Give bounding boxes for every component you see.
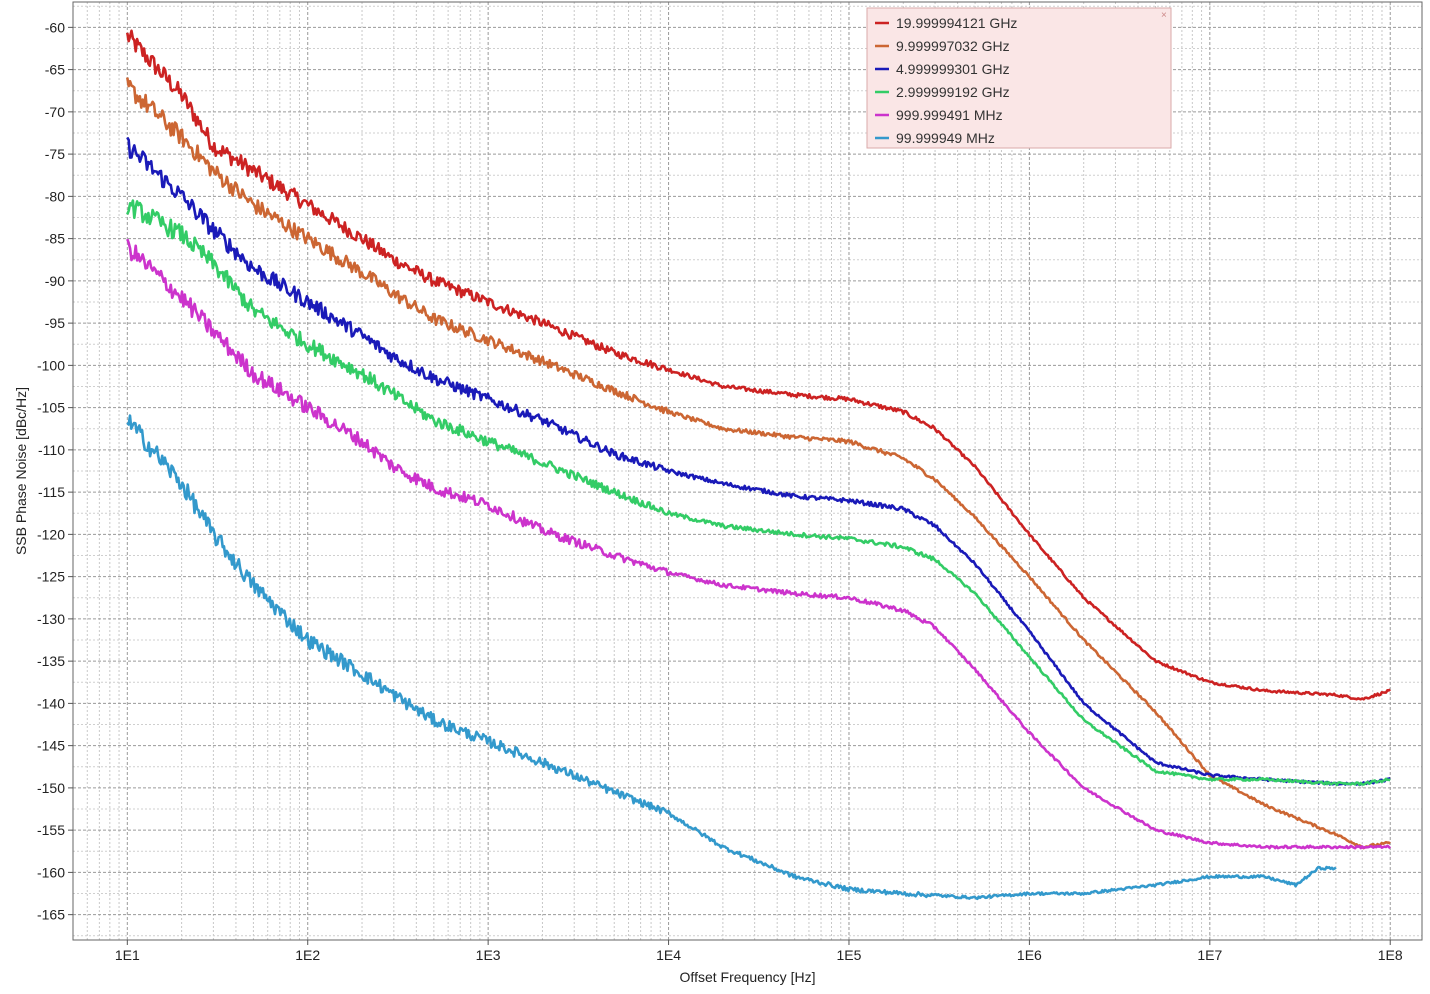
y-tick-label: -100 xyxy=(37,357,65,373)
x-tick-label: 1E1 xyxy=(115,947,140,963)
legend-label: 999.999491 MHz xyxy=(896,107,1003,123)
x-axis-ticks: 1E1 1E2 1E3 1E4 1E5 1E6 1E7 1E8 xyxy=(115,940,1403,963)
y-tick-label: -155 xyxy=(37,822,65,838)
y-tick-label: -145 xyxy=(37,738,65,754)
y-tick-label: -105 xyxy=(37,400,65,416)
series-line xyxy=(126,199,1391,787)
y-axis-title: SSB Phase Noise [dBc/Hz] xyxy=(13,387,29,555)
legend: × 19.999994121 GHz 9.999997032 GHz 4.99999… xyxy=(866,7,1172,149)
x-tick-label: 1E4 xyxy=(656,947,681,963)
y-tick-label: -150 xyxy=(37,780,65,796)
x-tick-label: 1E5 xyxy=(837,947,862,963)
plot-area-frame xyxy=(72,1,1423,941)
y-tick-label: -130 xyxy=(37,611,65,627)
legend-close-icon[interactable]: × xyxy=(1161,10,1167,21)
series-line xyxy=(126,238,1392,850)
series-line xyxy=(126,77,1391,850)
x-tick-label: 1E6 xyxy=(1017,947,1042,963)
y-tick-label: -65 xyxy=(45,62,65,78)
legend-label: 9.999997032 GHz xyxy=(896,38,1010,54)
x-tick-label: 1E7 xyxy=(1197,947,1222,963)
legend-label: 4.999999301 GHz xyxy=(896,61,1010,77)
x-tick-label: 1E2 xyxy=(295,947,320,963)
y-tick-label: -115 xyxy=(38,484,65,500)
legend-label: 19.999994121 GHz xyxy=(896,15,1017,31)
x-axis-title: Offset Frequency [Hz] xyxy=(680,969,816,985)
y-tick-label: -95 xyxy=(45,315,65,331)
x-tick-label: 1E8 xyxy=(1378,947,1403,963)
y-tick-label: -165 xyxy=(37,907,65,923)
y-tick-label: -125 xyxy=(37,569,65,585)
y-tick-label: -85 xyxy=(45,231,65,247)
y-tick-label: -70 xyxy=(45,104,65,120)
y-tick-label: -140 xyxy=(37,695,65,711)
series-line xyxy=(126,414,1337,901)
x-tick-label: 1E3 xyxy=(476,947,501,963)
legend-items: 19.999994121 GHz 9.999997032 GHz 4.9999993… xyxy=(875,15,1017,146)
series-layer xyxy=(126,29,1392,901)
y-tick-label: -90 xyxy=(45,273,65,289)
y-tick-label: -135 xyxy=(37,653,65,669)
y-axis-ticks: -60 -65 -70 -75 -80 -85 -90 -95 -100 -105 -110 -115… xyxy=(37,19,73,923)
legend-label: 99.999949 MHz xyxy=(896,130,995,146)
legend-box xyxy=(866,7,1172,149)
y-tick-label: -110 xyxy=(38,442,65,458)
series-line xyxy=(126,29,1391,701)
major-grid xyxy=(73,2,1422,940)
y-tick-label: -60 xyxy=(45,19,65,35)
series-line xyxy=(126,136,1391,787)
minor-grid xyxy=(72,2,1422,940)
y-tick-label: -120 xyxy=(37,526,65,542)
y-tick-label: -80 xyxy=(45,188,65,204)
y-tick-label: -160 xyxy=(37,864,65,880)
y-tick-label: -75 xyxy=(45,146,65,162)
legend-label: 2.999999192 GHz xyxy=(896,84,1010,100)
